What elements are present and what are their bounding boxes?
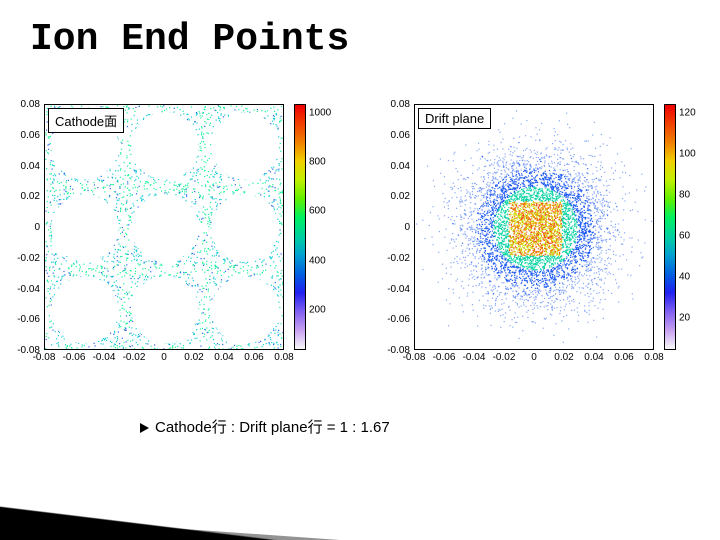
decor-wedge-front [0,506,280,540]
heatmap-drift [415,105,654,350]
colorbar-cathode: 2004006008001000 [294,104,306,350]
chart-row: Cathode面 2004006008001000 -0.08-0.06-0.0… [0,96,720,386]
chart-cathode: Cathode面 2004006008001000 -0.08-0.06-0.0… [0,96,350,386]
plot-area-cathode [44,104,284,350]
slide-title: Ion End Points [30,18,349,61]
plot-label-cathode: Cathode面 [48,108,124,133]
heatmap-cathode [45,105,284,350]
ratio-bullet: Cathode行 : Drift plane行 = 1 : 1.67 [140,416,390,437]
slide: Ion End Points Cathode面 2004006008001000… [0,0,720,540]
bullet-text: Cathode行 : Drift plane行 = 1 : 1.67 [155,419,390,436]
colorbar-drift: 20406080100120 [664,104,676,350]
plot-label-drift: Drift plane [418,108,491,129]
plot-area-drift [414,104,654,350]
title-text: Ion End Points [30,18,349,61]
chart-drift: Drift plane 20406080100120 -0.08-0.06-0.… [370,96,720,386]
bullet-triangle-icon [140,423,149,433]
